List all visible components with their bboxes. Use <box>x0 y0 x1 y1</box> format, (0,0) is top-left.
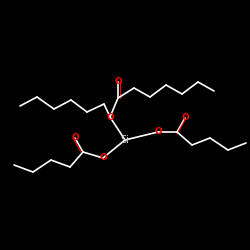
Text: O: O <box>154 128 162 136</box>
Text: O: O <box>99 154 107 162</box>
Text: O: O <box>106 112 114 122</box>
Text: O: O <box>114 78 122 86</box>
Text: O: O <box>71 134 79 142</box>
Text: Si: Si <box>120 135 130 145</box>
Text: O: O <box>181 114 189 122</box>
